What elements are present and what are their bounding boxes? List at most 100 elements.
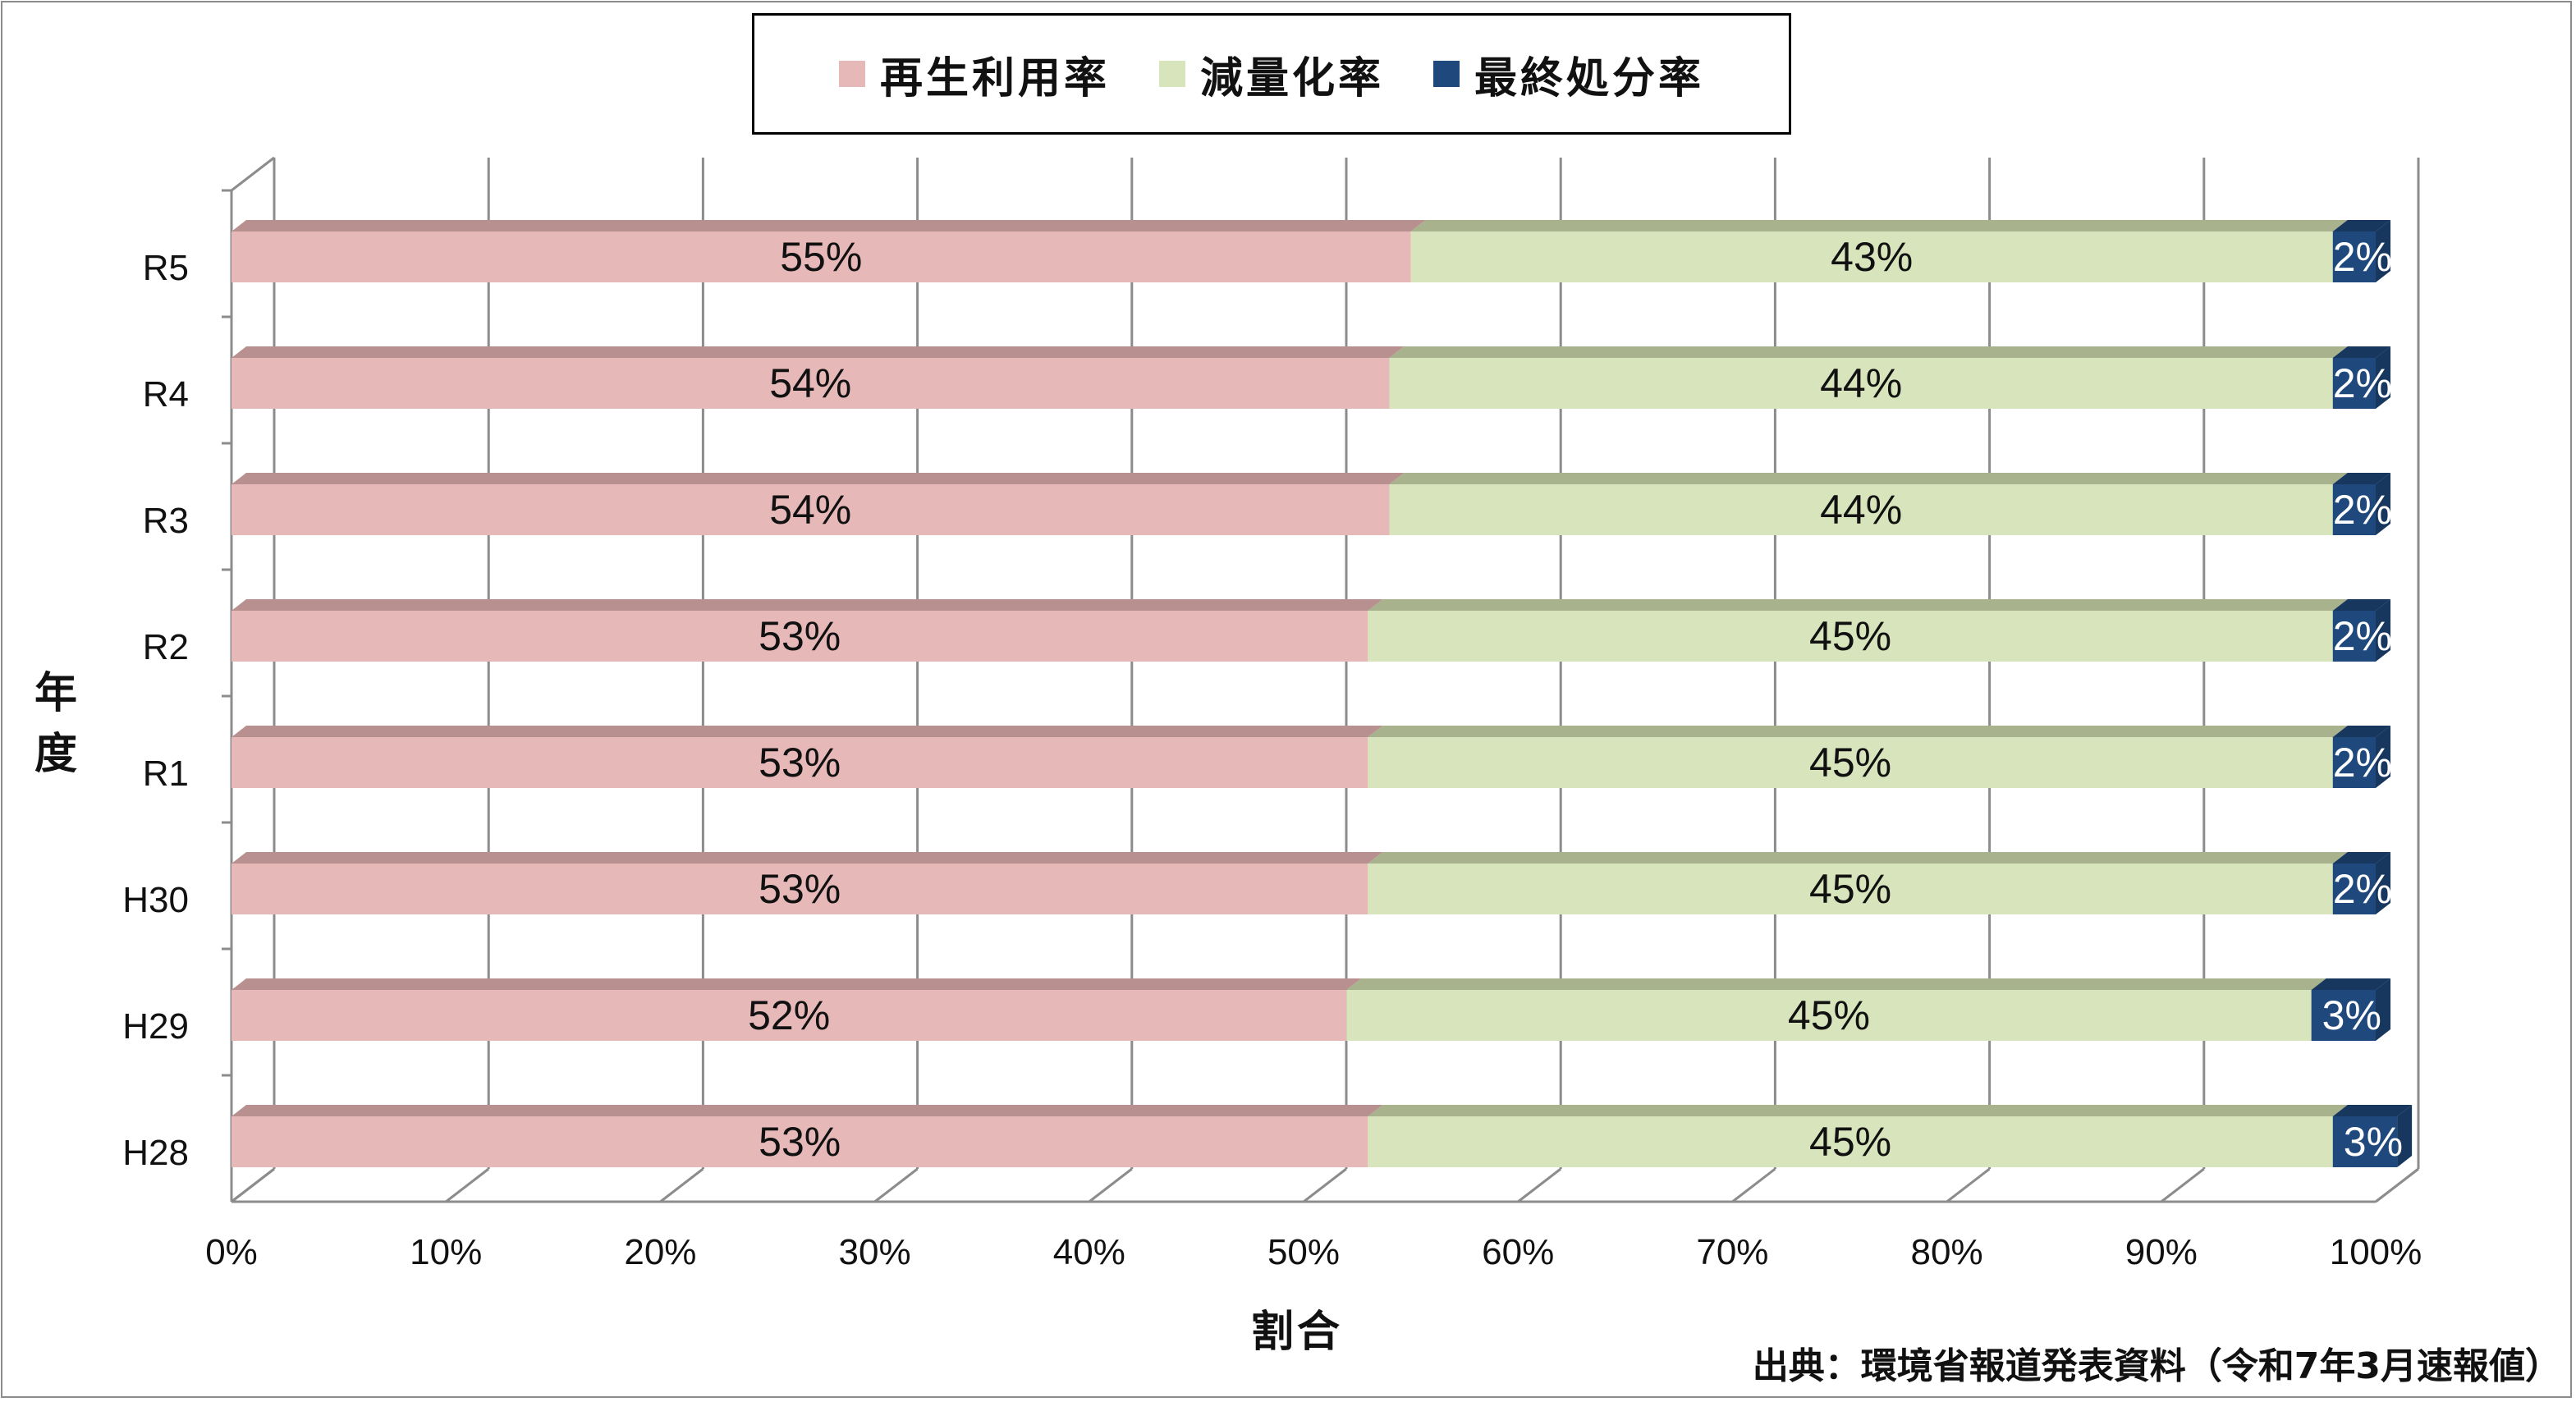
floor-gridline — [1517, 1167, 1562, 1203]
bar-data-label: 2% — [2333, 613, 2392, 659]
bar-data-label: 2% — [2333, 360, 2392, 406]
x-tick-label: 40% — [1053, 1232, 1125, 1272]
bar-data-label: 44% — [1820, 360, 1902, 406]
y-tick-label: R4 — [143, 374, 189, 415]
x-axis-title: 割合 — [1250, 1308, 1343, 1357]
source-note: 出典：環境省報道発表資料（令和7年3月速報値） — [1752, 1345, 2561, 1387]
bar-top-face — [231, 473, 1405, 484]
bar-top-face — [231, 220, 1426, 231]
bar-segment — [1368, 864, 2333, 914]
bar-segment — [1410, 231, 2333, 282]
bar-data-label: 53% — [759, 1119, 841, 1165]
bar-segment — [1346, 990, 2312, 1041]
bar-data-label: 53% — [759, 740, 841, 786]
bar-data-label: 45% — [1788, 992, 1870, 1038]
bar-segment — [2332, 484, 2376, 535]
bar-top-face — [2332, 220, 2390, 231]
bar-top-face — [1389, 473, 2348, 484]
bar-segment — [231, 737, 1368, 788]
x-tick-label: 20% — [624, 1232, 696, 1272]
legend-item-disposal: 最終処分率 — [1433, 44, 1704, 105]
bar-segment — [1389, 358, 2333, 409]
bar-segment — [231, 864, 1368, 914]
x-tick-label: 10% — [410, 1232, 482, 1272]
bar-segment — [231, 358, 1390, 409]
wall-top-left-edge — [231, 156, 275, 192]
bar-data-label: 45% — [1809, 613, 1891, 659]
bar-segment — [2332, 611, 2376, 662]
floor-gridline — [1088, 1167, 1133, 1203]
bar-top-face — [1389, 346, 2348, 358]
bar-top-face — [231, 346, 1405, 358]
bar-data-label: 53% — [759, 866, 841, 912]
bar-top-face — [2332, 852, 2390, 864]
bar-top-face — [2332, 473, 2390, 484]
bar-segment — [2332, 358, 2376, 409]
floor-gridline — [2160, 1167, 2205, 1203]
x-tick-label: 70% — [1696, 1232, 1768, 1272]
bar-top-face — [2332, 726, 2390, 737]
legend-label-recycle: 再生利用率 — [879, 53, 1110, 103]
bar-top-face — [1368, 726, 2348, 737]
bar-segment — [2332, 864, 2376, 914]
bar-segment — [2311, 990, 2376, 1041]
floor-gridline — [2375, 1167, 2419, 1203]
y-tick-label: R3 — [143, 501, 189, 541]
bar-data-label: 53% — [759, 613, 841, 659]
bar-top-face — [231, 852, 1383, 864]
legend-swatch-recycle — [838, 61, 865, 87]
bar-top-face — [231, 1105, 1383, 1116]
bar-top-face — [1368, 599, 2348, 611]
bar-data-label: 3% — [2344, 1119, 2403, 1165]
bar-segment — [231, 990, 1347, 1041]
bar-side-face — [2376, 852, 2390, 914]
bar-data-label: 45% — [1809, 1119, 1891, 1165]
bar-data-label: 55% — [780, 234, 862, 280]
bar-segment — [2332, 1116, 2398, 1167]
legend-swatch-reduction — [1158, 61, 1185, 87]
bar-segment — [1389, 484, 2333, 535]
bar-side-face — [2376, 978, 2390, 1041]
bar-segment — [231, 231, 1411, 282]
bar-data-label: 2% — [2333, 487, 2392, 533]
bar-data-label: 44% — [1820, 487, 1902, 533]
y-tick-label: H30 — [122, 880, 189, 920]
y-tick-label: R1 — [143, 754, 189, 794]
legend-label-disposal: 最終処分率 — [1474, 53, 1705, 103]
y-axis-title-text: 年度 — [34, 669, 78, 779]
bar-side-face — [2376, 726, 2390, 788]
bar-top-face — [1368, 1105, 2348, 1116]
bar-top-face — [2332, 1105, 2413, 1116]
x-tick-label: 0% — [205, 1232, 258, 1272]
bar-segment — [2332, 231, 2376, 282]
bar-top-face — [1410, 220, 2348, 231]
bar-segment — [231, 611, 1368, 662]
bar-segment — [1368, 737, 2333, 788]
bar-data-label: 2% — [2333, 234, 2392, 280]
y-tick-label: R5 — [143, 248, 189, 288]
floor-gridline — [873, 1167, 919, 1203]
bar-data-label: 52% — [748, 992, 830, 1038]
bar-top-face — [231, 978, 1362, 990]
bar-side-face — [2376, 473, 2390, 535]
legend: 再生利用率 減量化率 最終処分率 — [752, 13, 1791, 135]
floor-gridline — [231, 1167, 275, 1203]
bar-segment — [2332, 737, 2376, 788]
bar-data-label: 54% — [769, 487, 851, 533]
bar-top-face — [231, 726, 1383, 737]
bar-data-label: 2% — [2333, 866, 2392, 912]
bar-top-face — [2332, 599, 2390, 611]
legend-item-reduction: 減量化率 — [1158, 44, 1384, 105]
bar-data-label: 43% — [1831, 234, 1913, 280]
bar-data-label: 3% — [2322, 992, 2381, 1038]
bar-data-label: 54% — [769, 360, 851, 406]
x-tick-label: 30% — [839, 1232, 911, 1272]
bar-side-face — [2376, 220, 2390, 282]
legend-item-recycle: 再生利用率 — [838, 44, 1110, 105]
x-tick-label: 100% — [2330, 1232, 2422, 1272]
bar-data-label: 2% — [2333, 740, 2392, 786]
bar-segment — [1368, 1116, 2333, 1167]
legend-label-reduction: 減量化率 — [1199, 53, 1384, 103]
